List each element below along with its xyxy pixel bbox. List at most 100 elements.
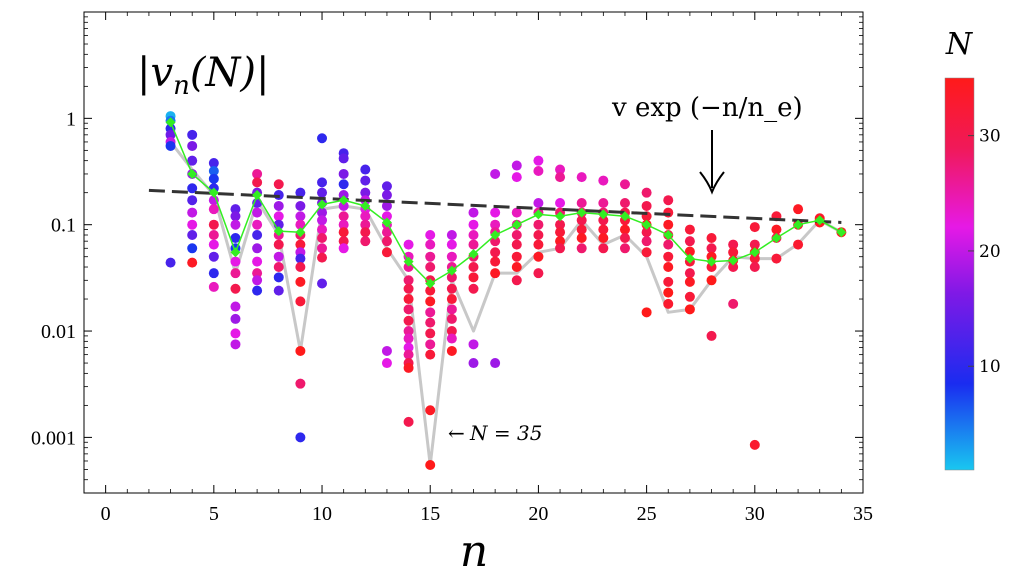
average-point (360, 200, 371, 211)
fit-formula-annotation: v exp (−n/n_e) (611, 93, 803, 123)
scatter-point (338, 243, 349, 254)
scatter-point (598, 232, 609, 243)
scatter-point (425, 460, 436, 471)
scatter-point (490, 358, 501, 369)
average-point (706, 256, 717, 267)
scatter-point (511, 275, 522, 286)
scatter-point (490, 268, 501, 279)
scatter-point (598, 197, 609, 208)
scatter-point (468, 339, 479, 350)
scatter-point (230, 204, 241, 215)
scatter-point (619, 179, 630, 190)
scatter-point (208, 230, 219, 241)
scatter-point (317, 232, 328, 243)
scatter-point (208, 173, 219, 184)
scatter-point (187, 257, 198, 268)
scatter-point (533, 239, 544, 250)
scatter-point (403, 342, 414, 353)
scatter-point (511, 160, 522, 171)
data-marks (148, 111, 847, 471)
scatter-point (273, 285, 284, 296)
scatter-point (425, 317, 436, 328)
scatter-point (576, 172, 587, 183)
average-point (663, 230, 674, 241)
x-tick-label: 25 (637, 503, 657, 525)
scatter-point (208, 251, 219, 262)
scatter-point (490, 168, 501, 179)
scatter-point (425, 230, 436, 241)
scatter-point (425, 349, 436, 360)
y-tick-label: 0.001 (31, 427, 76, 449)
scatter-point (295, 432, 306, 443)
scatter-point (403, 304, 414, 315)
scatter-point (187, 129, 198, 140)
scatter-point (446, 313, 457, 324)
scatter-point (208, 239, 219, 250)
scatter-point (533, 219, 544, 230)
scatter-point (338, 211, 349, 222)
scatter-point (576, 224, 587, 235)
axes: 0 5 10 15 20 25 30 35 0.001 0.01 0.1 1 (31, 12, 873, 525)
average-point (641, 219, 652, 230)
scatter-point (684, 291, 695, 302)
scatter-point (360, 227, 371, 238)
scatter-point (295, 262, 306, 273)
scatter-point (533, 251, 544, 262)
scatter-point (641, 307, 652, 318)
scatter-point (252, 285, 263, 296)
scatter-point (511, 172, 522, 183)
scatter-point (230, 283, 241, 294)
scatter-point (555, 227, 566, 238)
scatter-point (187, 183, 198, 194)
average-point (533, 209, 544, 220)
scatter-point (381, 345, 392, 356)
x-tick-label: 35 (853, 503, 873, 525)
scatter-point (598, 175, 609, 186)
average-point (771, 232, 782, 243)
scatter-point (446, 230, 457, 241)
scatter-point (317, 207, 328, 218)
scatter-point (663, 262, 674, 273)
scatter-point (252, 219, 263, 230)
scatter-point (425, 296, 436, 307)
scatter-point (230, 232, 241, 243)
scatter-point (208, 165, 219, 176)
scatter-point (446, 326, 457, 337)
scatter-point (187, 155, 198, 166)
scatter-point (317, 278, 328, 289)
scatter-point (338, 227, 349, 238)
scatter-point (793, 204, 804, 215)
scatter-point (208, 204, 219, 215)
scatter-point (490, 256, 501, 267)
scatter-point (403, 283, 414, 294)
x-tick-label: 0 (101, 503, 111, 525)
y-axis-label: |vn(N)| (137, 50, 270, 101)
scatter-point (360, 187, 371, 198)
y-tick-label: 1 (66, 108, 76, 130)
scatter-point (295, 345, 306, 356)
scatter-point (360, 175, 371, 186)
scatter-point (663, 239, 674, 250)
scatter-point (663, 276, 674, 287)
average-point (468, 249, 479, 260)
average-point (208, 187, 219, 198)
formula-arrow (699, 130, 725, 195)
scatter-point (490, 247, 501, 258)
scatter-point (381, 247, 392, 258)
average-point (619, 211, 630, 222)
average-point (295, 227, 306, 238)
scatter-point (533, 155, 544, 166)
scatter-point (641, 247, 652, 258)
colorbar-tick-label: 20 (979, 242, 1001, 262)
scatter-point (706, 243, 717, 254)
scatter-point (208, 219, 219, 230)
scatter-point (273, 262, 284, 273)
average-point (814, 215, 825, 226)
scatter-point (425, 328, 436, 339)
scatter-point (252, 168, 263, 179)
scatter-point (338, 190, 349, 201)
scatter-point (425, 339, 436, 350)
scatter-point (208, 268, 219, 279)
scatter-point (403, 326, 414, 337)
scatter-point (208, 281, 219, 292)
